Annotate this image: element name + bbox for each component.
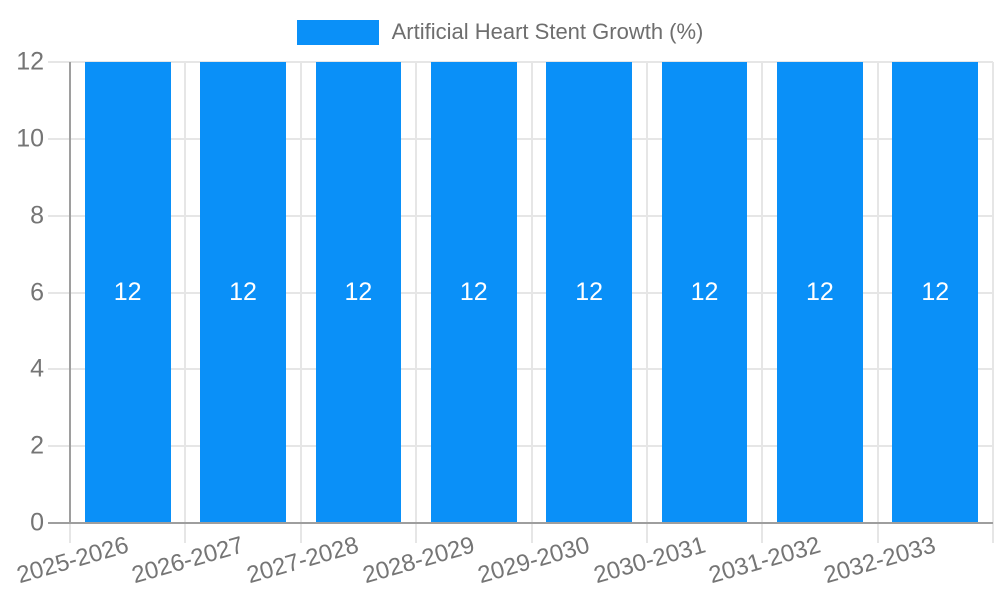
legend: Artificial Heart Stent Growth (%) [0,18,1000,46]
bar: 12 [430,62,517,523]
bar-value-label: 12 [459,278,488,306]
y-axis-tick-label: 12 [16,47,44,76]
bar-value-label: 12 [806,278,834,306]
y-axis-line [69,62,71,523]
gridline-horizontal [48,214,993,217]
bar-value-label: 12 [690,278,719,306]
gridline-vertical [761,62,764,543]
bar: 12 [661,62,748,523]
y-axis-tick-label: 10 [16,124,44,153]
plot-area: 0 2 4 6 8 10 12 12 2025-2026 12 2026-2027 12 2027-20… [13,49,994,589]
x-axis-tick [69,523,71,543]
gridline-vertical [876,62,879,543]
gridline-vertical [645,62,648,543]
y-axis-tick-label: 8 [30,201,44,230]
bar: 12 [546,62,633,523]
gridline-horizontal [48,368,993,371]
y-axis-tick-label: 2 [30,431,44,460]
bar-value-label: 12 [344,278,373,306]
x-axis-line [48,522,993,524]
bar-value-label: 12 [113,278,142,306]
y-axis-tick-label: 6 [30,278,44,306]
bar: 12 [200,62,286,523]
bar-value-label: 12 [575,278,604,306]
gridline-horizontal [48,445,993,448]
y-axis-tick-label: 0 [30,508,44,537]
bar: 12 [315,62,402,523]
bar-value-label: 12 [921,278,950,306]
legend-swatch [296,19,379,45]
gridline-vertical [299,62,302,543]
legend-title: Artificial Heart Stent Growth (%) [391,19,704,44]
bar-value-label: 12 [229,278,257,306]
gridline-horizontal [48,291,993,294]
gridline-vertical [184,62,187,543]
bar: 12 [84,62,171,523]
gridline-vertical [530,62,533,543]
gridline-horizontal [48,137,993,140]
gridline-horizontal [48,61,993,63]
y-axis-tick-label: 4 [30,354,44,383]
bar: 12 [777,62,863,523]
gridline-vertical [415,62,418,543]
gridline-vertical [992,62,994,543]
bar: 12 [892,62,979,523]
